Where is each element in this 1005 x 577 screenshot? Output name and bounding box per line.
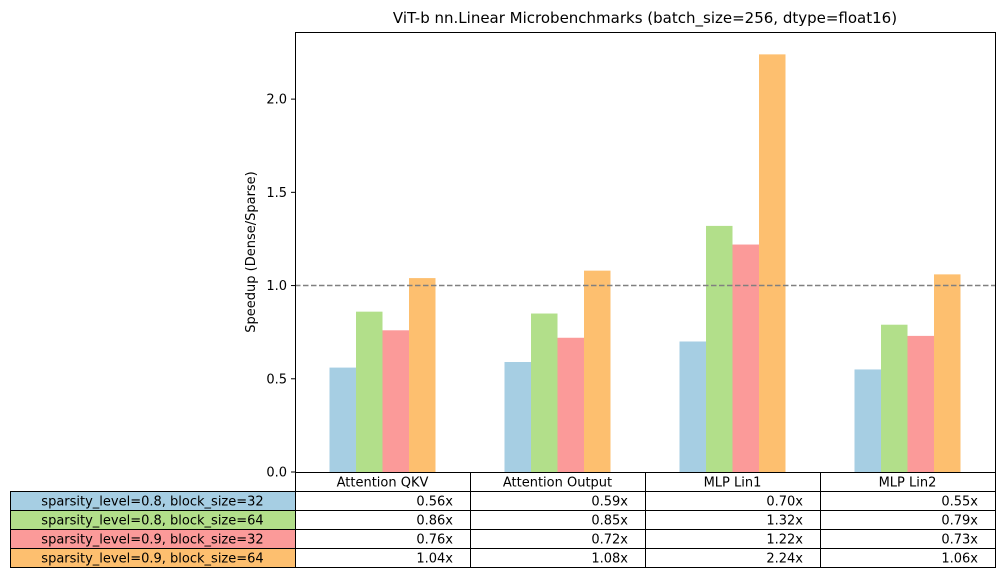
legend-series-name: sparsity_level=0.8, block_size=64 <box>41 514 263 529</box>
y-axis-label: Speedup (Dense/Sparse) <box>244 171 259 333</box>
bar <box>531 313 558 472</box>
y-tick-label: 0.0 <box>266 466 287 481</box>
bar <box>881 324 908 472</box>
bar <box>854 369 881 472</box>
bar <box>934 274 961 472</box>
bar <box>706 225 733 472</box>
data-label: 1.08x <box>591 552 628 567</box>
data-label: 2.24x <box>766 552 803 567</box>
table-cell <box>820 548 996 568</box>
legend-series-name: sparsity_level=0.9, block_size=64 <box>41 552 263 567</box>
bar <box>584 270 611 472</box>
y-tick-label: 0.5 <box>266 372 287 387</box>
data-label: 0.79x <box>941 514 978 529</box>
data-label: 0.73x <box>941 533 978 548</box>
plot-area-frame <box>295 32 996 473</box>
bar <box>504 362 531 472</box>
bar <box>329 367 356 472</box>
bar <box>732 244 759 472</box>
data-label: 0.76x <box>416 533 453 548</box>
data-label: 1.32x <box>766 514 803 529</box>
data-label: 0.59x <box>591 495 628 510</box>
data-label: 1.06x <box>941 552 978 567</box>
table-column-header: Attention QKV <box>337 476 429 491</box>
table-column-header: Attention Output <box>503 476 612 491</box>
bar <box>907 335 934 472</box>
data-label: 1.04x <box>416 552 453 567</box>
bar <box>356 311 383 472</box>
data-label: 0.55x <box>941 495 978 510</box>
data-label: 0.70x <box>766 495 803 510</box>
bar <box>409 278 436 472</box>
y-tick-label: 1.0 <box>266 279 287 294</box>
bar <box>557 337 584 472</box>
legend-series-name: sparsity_level=0.9, block_size=32 <box>41 533 263 548</box>
y-tick-label: 1.5 <box>266 186 287 201</box>
chart-title: ViT-b nn.Linear Microbenchmarks (batch_s… <box>393 9 897 28</box>
bar <box>382 330 409 472</box>
table-column-header: MLP Lin2 <box>879 476 937 491</box>
data-label: 0.72x <box>591 533 628 548</box>
bar <box>759 54 786 472</box>
y-tick-label: 2.0 <box>266 93 287 108</box>
data-label: 0.86x <box>416 514 453 529</box>
data-label: 0.56x <box>416 495 453 510</box>
table-column-header: MLP Lin1 <box>704 476 762 491</box>
legend-series-name: sparsity_level=0.8, block_size=32 <box>41 495 263 510</box>
data-label: 0.85x <box>591 514 628 529</box>
data-label: 1.22x <box>766 533 803 548</box>
bar <box>679 341 706 472</box>
